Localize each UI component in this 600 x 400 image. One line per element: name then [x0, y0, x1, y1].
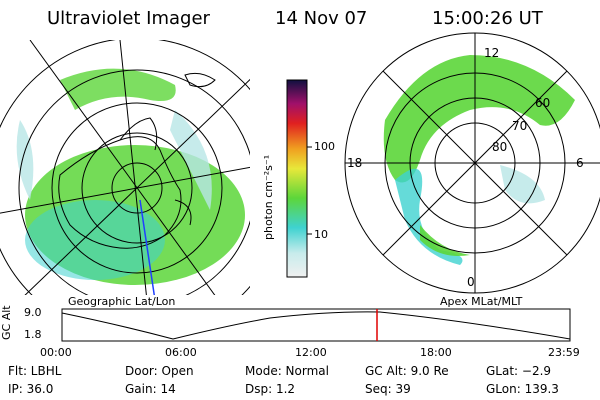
- altitude-ytick-9: 9.0: [24, 306, 42, 319]
- mlt-label-6: 6: [576, 156, 584, 170]
- altitude-xtick-0000: 00:00: [40, 346, 72, 359]
- altitude-ylabel: GC Alt: [0, 305, 13, 340]
- mlt-label-18: 18: [347, 156, 363, 170]
- info-ip: IP: 36.0: [8, 382, 54, 396]
- altitude-xtick-2359: 23:59: [548, 346, 580, 359]
- colorbar-label: photon cm⁻²s⁻¹: [262, 154, 275, 240]
- info-seq: Seq: 39: [365, 382, 411, 396]
- altitude-ytick-1-8: 1.8: [24, 328, 42, 341]
- altitude-xtick-1200: 12:00: [295, 346, 327, 359]
- colorbar-tick-100: 100: [314, 140, 335, 153]
- image-title: Ultraviolet Imager: [47, 8, 210, 29]
- info-glat: GLat: −2.9: [486, 364, 552, 378]
- mlt-label-12: 12: [484, 46, 500, 60]
- info-dsp: Dsp: 1.2: [245, 382, 296, 396]
- mlat-label-60: 60: [535, 96, 551, 110]
- info-gain: Gain: 14: [125, 382, 176, 396]
- mlat-label-70: 70: [512, 119, 528, 133]
- altitude-xtick-1800: 18:00: [420, 346, 452, 359]
- info-glon: GLon: 139.3: [486, 382, 559, 396]
- left-panel-caption: Geographic Lat/Lon: [68, 295, 176, 308]
- image-time: 15:00:26 UT: [432, 8, 543, 29]
- info-mode: Mode: Normal: [245, 364, 329, 378]
- altitude-xtick-0600: 06:00: [165, 346, 197, 359]
- right-panel-caption: Apex MLat/MLT: [440, 295, 523, 308]
- mlt-label-0: 0: [467, 275, 475, 289]
- aurora-region: [25, 145, 245, 285]
- info-door: Door: Open: [125, 364, 194, 378]
- info-gc-alt: GC Alt: 9.0 Re: [365, 364, 449, 378]
- image-date: 14 Nov 07: [275, 8, 368, 29]
- mlat-label-80: 80: [492, 140, 508, 154]
- info-flt: Flt: LBHL: [8, 364, 62, 378]
- colorbar-tick-10: 10: [314, 228, 328, 241]
